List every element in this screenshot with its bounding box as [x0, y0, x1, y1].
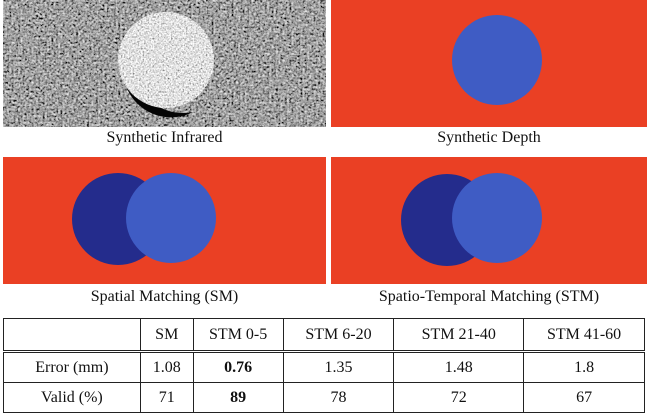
- table-cell: STM 41-60: [524, 319, 645, 352]
- table-cell: 1.08: [140, 352, 193, 383]
- caption: Spatial Matching (SM): [3, 287, 326, 307]
- table-cell: 67: [524, 383, 645, 413]
- infrared-image: [3, 0, 326, 127]
- table-cell: 1.35: [283, 352, 394, 383]
- table-cell: STM 0-5: [193, 319, 283, 352]
- table-cell: Error (mm): [4, 352, 141, 383]
- depth-image: [331, 0, 647, 127]
- caption: Spatio-Temporal Matching (STM): [331, 287, 647, 307]
- table-cell: 89: [193, 383, 283, 413]
- table-cell: 72: [394, 383, 524, 413]
- caption: Synthetic Infrared: [3, 128, 326, 148]
- table-cell: 1.48: [394, 352, 524, 383]
- sm-image: [3, 157, 326, 284]
- table-cell: 1.8: [524, 352, 645, 383]
- table-cell: 0.76: [193, 352, 283, 383]
- caption: Synthetic Depth: [331, 128, 647, 148]
- table-cell: STM 21-40: [394, 319, 524, 352]
- stm-image: [331, 157, 647, 284]
- table-cell: 71: [140, 383, 193, 413]
- table-cell: [4, 319, 141, 352]
- table-cell: 78: [283, 383, 394, 413]
- table-cell: STM 6-20: [283, 319, 394, 352]
- table-cell: Valid (%): [4, 383, 141, 413]
- page: Synthetic Infrared Synthetic Depth Spati…: [0, 0, 649, 419]
- table-cell: SM: [140, 319, 193, 352]
